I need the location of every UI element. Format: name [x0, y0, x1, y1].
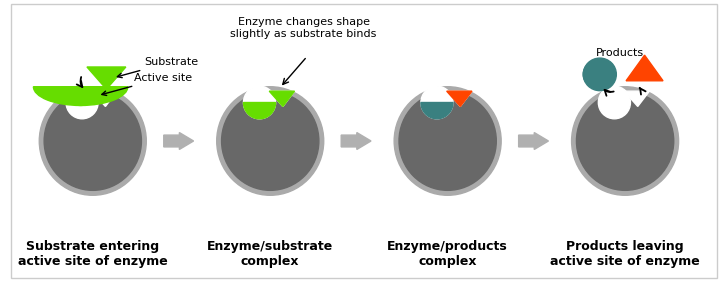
Ellipse shape: [44, 92, 141, 190]
Ellipse shape: [217, 87, 324, 195]
Ellipse shape: [40, 87, 146, 195]
FancyArrow shape: [518, 133, 549, 149]
Text: Products: Products: [596, 48, 644, 58]
Ellipse shape: [572, 87, 679, 195]
Ellipse shape: [598, 86, 631, 119]
Wedge shape: [33, 87, 128, 105]
Ellipse shape: [583, 58, 616, 91]
Polygon shape: [626, 55, 663, 81]
Polygon shape: [269, 91, 294, 107]
Ellipse shape: [421, 86, 453, 119]
Text: Enzyme/products
complex: Enzyme/products complex: [387, 240, 508, 268]
Ellipse shape: [399, 92, 496, 190]
Ellipse shape: [577, 92, 674, 190]
Polygon shape: [62, 87, 99, 105]
Polygon shape: [446, 91, 472, 107]
Ellipse shape: [243, 86, 276, 119]
Polygon shape: [269, 91, 294, 107]
Polygon shape: [421, 103, 453, 119]
Polygon shape: [624, 91, 649, 107]
Text: Enzyme changes shape
slightly as substrate binds: Enzyme changes shape slightly as substra…: [230, 17, 377, 39]
Polygon shape: [446, 91, 472, 107]
Polygon shape: [87, 67, 126, 89]
Ellipse shape: [222, 92, 319, 190]
Text: Enzyme/substrate
complex: Enzyme/substrate complex: [207, 240, 333, 268]
Polygon shape: [583, 60, 615, 81]
Text: Substrate entering
active site of enzyme: Substrate entering active site of enzyme: [18, 240, 168, 268]
Ellipse shape: [394, 87, 501, 195]
Text: Active site: Active site: [102, 73, 192, 95]
FancyArrow shape: [341, 133, 371, 149]
FancyArrow shape: [163, 133, 194, 149]
Ellipse shape: [66, 86, 98, 119]
Text: Products leaving
active site of enzyme: Products leaving active site of enzyme: [550, 240, 700, 268]
Polygon shape: [92, 91, 117, 107]
Text: Substrate: Substrate: [117, 57, 198, 78]
Polygon shape: [243, 103, 276, 119]
